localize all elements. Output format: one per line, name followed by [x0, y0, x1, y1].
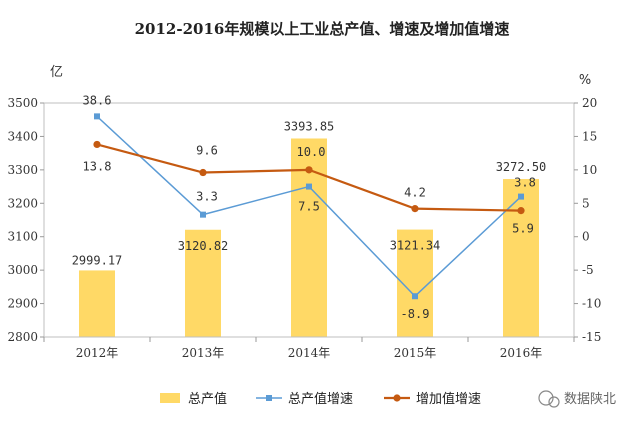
left-tick-label-2: 2900	[7, 297, 38, 311]
right-tick-label-2: -10	[582, 297, 601, 311]
left-tick-label-4: 3100	[7, 230, 38, 244]
value-added-label-5: 5.9	[512, 222, 534, 236]
right-tick-label-5: 5	[582, 196, 590, 210]
growth-label-3: 7.5	[298, 200, 320, 214]
point-s2-1	[93, 140, 101, 149]
wechat-icon	[538, 390, 554, 406]
right-tick-label-8: 20	[582, 96, 597, 110]
left-tick-label-6: 3300	[7, 163, 38, 177]
x-tick-label-1: 2012年	[76, 346, 119, 360]
chart-title: 2012-2016年规模以上工业总产值、增速及增加值增速	[135, 20, 510, 38]
x-tick-label-3: 2014年	[288, 346, 331, 360]
point-s1-1	[94, 113, 100, 120]
value-added-label-2: 9.6	[196, 144, 218, 158]
value-added-label-1: 13.8	[83, 159, 112, 173]
legend-swatch-1	[160, 393, 180, 403]
x-tick-label-4: 2015年	[394, 346, 437, 360]
left-tick-label-1: 2800	[7, 330, 38, 344]
x-tick-label-2: 2013年	[182, 346, 225, 360]
bar-label-1: 2999.17	[72, 253, 123, 267]
point-s1-2	[200, 211, 206, 218]
left-tick-label-3: 3000	[7, 263, 38, 277]
left-tick-label-8: 3500	[7, 96, 38, 110]
bar-1	[79, 270, 115, 337]
bar-label-3: 3393.85	[284, 119, 335, 133]
x-tick-label-5: 2016年	[500, 346, 543, 360]
right-tick-label-6: 10	[582, 163, 597, 177]
bar-label-5: 3272.50	[496, 160, 547, 174]
legend-label-2: 总产值增速	[288, 391, 353, 407]
left-tick-label-5: 3200	[7, 196, 38, 210]
point-s2-3	[305, 166, 313, 174]
wechat-icon-bubble	[548, 396, 560, 408]
plot-frame	[43, 102, 575, 338]
value-added-label-3: 10.0	[297, 145, 326, 159]
growth-label-5: 3.8	[514, 176, 536, 190]
right-tick-label-1: -15	[582, 330, 601, 344]
legend-marker-3	[393, 394, 401, 402]
right-tick-label-7: 15	[582, 129, 597, 143]
watermark-text: 数据陕北	[564, 392, 616, 407]
point-s2-2	[199, 168, 207, 177]
growth-label-2: 3.3	[196, 190, 218, 204]
legend-marker-2	[266, 395, 272, 401]
bar-label-2: 3120.82	[178, 239, 229, 253]
legend-label-1: 总产值	[188, 391, 227, 407]
growth-label-1: 38.6	[83, 93, 112, 107]
left-tick-label-7: 3400	[7, 129, 38, 143]
bar-label-4: 3121.34	[390, 239, 441, 253]
point-s2-5	[517, 207, 525, 215]
value-added-label-4: 4.2	[404, 186, 426, 200]
point-s1-3	[306, 183, 312, 190]
bar-2	[185, 229, 221, 337]
bar-5	[503, 179, 539, 337]
point-s1-4	[412, 293, 418, 300]
point-s1-5	[518, 193, 524, 200]
right-tick-label-3: -5	[582, 263, 594, 277]
right-tick-label-4: 0	[582, 230, 590, 244]
point-s2-4	[411, 205, 419, 213]
right-axis-unit: %	[579, 73, 591, 88]
legend-label-3: 增加值增速	[416, 391, 481, 407]
left-axis-unit: 亿	[50, 65, 63, 80]
watermark: 数据陕北	[538, 390, 616, 408]
growth-label-4: -8.9	[401, 307, 430, 321]
